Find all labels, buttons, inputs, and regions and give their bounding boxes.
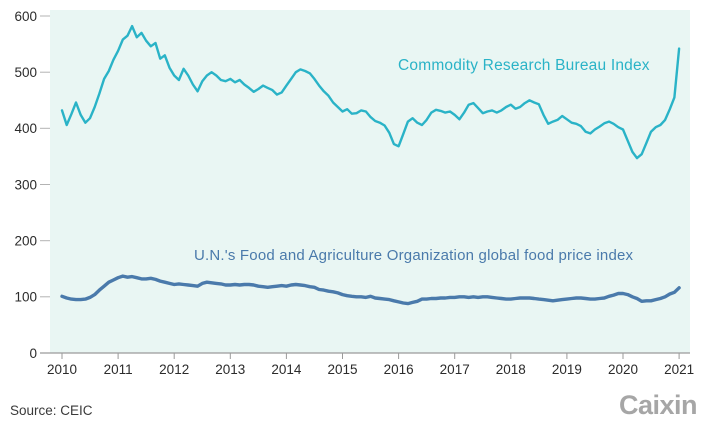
y-tick-label: 400 (14, 121, 37, 136)
x-tick-label: 2018 (496, 362, 526, 377)
y-tick-label: 0 (29, 346, 37, 361)
y-tick-label: 100 (14, 290, 37, 305)
y-tick-label: 600 (14, 9, 37, 24)
series-label-fao: U.N.'s Food and Agriculture Organization… (194, 247, 634, 264)
caixin-logo: Caixin (618, 390, 698, 420)
y-tick-label: 300 (14, 177, 37, 192)
source-note: Source: CEIC (10, 403, 93, 418)
x-tick-label: 2011 (104, 362, 133, 377)
x-tick-label: 2010 (47, 362, 77, 377)
x-tick-label: 2015 (327, 362, 357, 377)
x-tick-label: 2019 (552, 362, 582, 377)
x-tick-label: 2014 (271, 362, 302, 377)
x-tick-label: 2020 (608, 362, 638, 377)
fao-series-line (60, 274, 681, 306)
crb-series-line (60, 24, 681, 160)
x-tick-label: 2021 (664, 362, 694, 377)
y-tick-label: 500 (14, 65, 37, 80)
series-label-crb: Commodity Research Bureau Index (398, 57, 650, 74)
y-tick-label: 200 (14, 234, 37, 249)
x-tick-label: 2017 (440, 362, 470, 377)
x-tick-label: 2012 (159, 362, 189, 377)
x-tick-label: 2013 (215, 362, 245, 377)
line-chart: 600 500 400 300 200 100 0 2010 2011 2012 2013 2014 2… (14, 9, 694, 377)
x-tick-label: 2016 (384, 362, 414, 377)
